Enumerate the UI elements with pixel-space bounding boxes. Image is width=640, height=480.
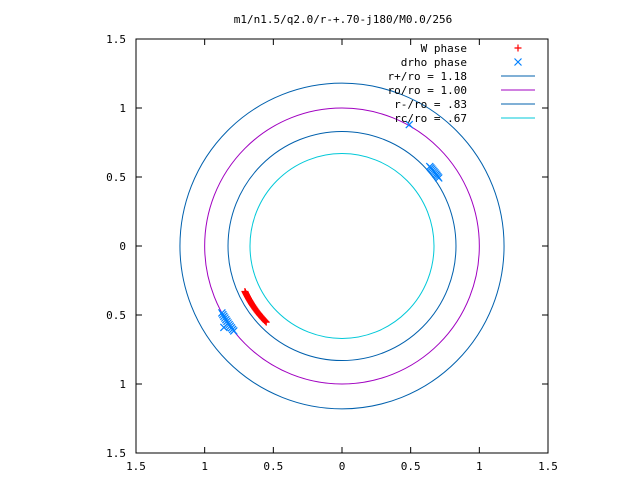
y-tick-label: 1 [119, 102, 126, 115]
x-axis: 1.5 1 0.5 0 0.5 1 1.5 [126, 39, 558, 473]
chart-title: m1/n1.5/q2.0/r-+.70-j180/M0.0/256 [234, 13, 453, 26]
drho-phase-point [425, 162, 434, 171]
x-tick-label: 1.5 [126, 460, 146, 473]
circle-r-minus [227, 130, 457, 362]
drho-phase-point [229, 327, 238, 335]
drho-phase-point [219, 323, 228, 332]
legend-plus-marker [514, 44, 522, 52]
x-tick-label: 1 [201, 460, 208, 473]
y-axis: 1.5 1 0.5 0 0.5 1 1.5 [106, 33, 548, 460]
x-tick-label: 1 [476, 460, 483, 473]
drho-phase-point [405, 120, 414, 129]
circle-rc [249, 153, 435, 339]
y-tick-label: 0.5 [106, 171, 126, 184]
circle-series [179, 82, 505, 410]
legend-label: drho phase [401, 56, 467, 69]
y-tick-label: 1.5 [106, 447, 126, 460]
w-phase-point [261, 317, 269, 325]
x-tick-label: 0 [339, 460, 346, 473]
circle-r-minusplus [179, 82, 505, 410]
x-tick-label: 0.5 [263, 460, 283, 473]
y-tick-label: 0 [119, 240, 126, 253]
x-tick-label: 0.5 [401, 460, 421, 473]
legend-label: r-/ro = .83 [394, 98, 467, 111]
w-phase-point [261, 316, 269, 324]
legend-cross-marker [514, 58, 522, 66]
phase-points [217, 120, 443, 335]
legend-label: rc/ro = .67 [394, 112, 467, 125]
circle-ro [204, 107, 480, 385]
w-phase-point [262, 318, 270, 326]
x-tick-label: 1.5 [538, 460, 558, 473]
legend-label: ro/ro = 1.00 [388, 84, 467, 97]
legend-label: W phase [421, 42, 467, 55]
y-tick-label: 1 [119, 378, 126, 391]
y-tick-label: 0.5 [106, 309, 126, 322]
plot-frame [135, 38, 549, 454]
y-tick-label: 1.5 [106, 33, 126, 46]
legend-label: r+/ro = 1.18 [388, 70, 467, 83]
